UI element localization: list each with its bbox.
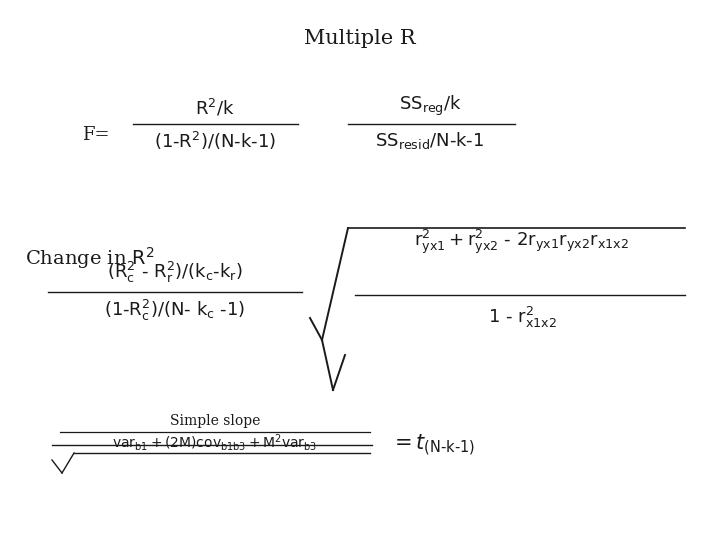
Text: $\mathsf{SS_{reg}/k}$: $\mathsf{SS_{reg}/k}$: [399, 94, 462, 118]
Text: $\mathsf{1\ \text{-}\ r^2_{x1x2}}$: $\mathsf{1\ \text{-}\ r^2_{x1x2}}$: [487, 305, 557, 330]
Text: $= t_{\mathsf{(N\text{-}k\text{-}1)}}$: $= t_{\mathsf{(N\text{-}k\text{-}1)}}$: [390, 432, 475, 458]
Text: Change in $\mathsf{R^2}$: Change in $\mathsf{R^2}$: [25, 245, 155, 271]
Text: $\mathsf{r^2_{yx1} + r^2_{yx2}\ \text{-}\ 2r_{yx1}r_{yx2}r_{x1x2}}$: $\mathsf{r^2_{yx1} + r^2_{yx2}\ \text{-}…: [415, 228, 629, 256]
Text: $\mathsf{var_{b1} + (2M)cov_{b1b3} + M^2var_{b3}}$: $\mathsf{var_{b1} + (2M)cov_{b1b3} + M^2…: [112, 432, 318, 453]
Text: F=: F=: [82, 126, 109, 144]
Text: $\mathsf{SS_{resid}/N\text{-}k\text{-}1}$: $\mathsf{SS_{resid}/N\text{-}k\text{-}1}…: [375, 130, 485, 151]
Text: $\mathsf{(R^2_c\ \text{-}\ R^2_r)/(k_c\text{-}k_r)}$: $\mathsf{(R^2_c\ \text{-}\ R^2_r)/(k_c\t…: [107, 260, 243, 285]
Text: $\mathsf{R^2/k}$: $\mathsf{R^2/k}$: [195, 97, 235, 118]
Text: Multiple R: Multiple R: [304, 29, 416, 48]
Text: $\mathsf{(1\text{-}R^2)/(N\text{-}k\text{-}1)}$: $\mathsf{(1\text{-}R^2)/(N\text{-}k\text…: [154, 130, 276, 152]
Text: $\mathsf{(1\text{-}R^2_c)/(N\text{-}\ k_c\ \text{-}1)}$: $\mathsf{(1\text{-}R^2_c)/(N\text{-}\ k_…: [104, 298, 246, 323]
Text: Simple slope: Simple slope: [170, 414, 260, 428]
